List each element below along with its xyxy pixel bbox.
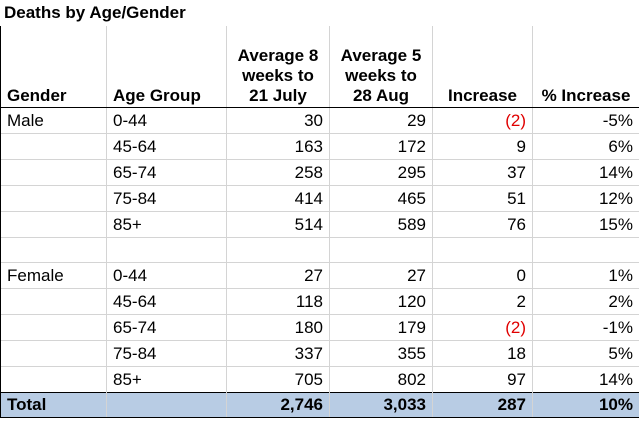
cell-average-8: 514 [226, 211, 330, 238]
cell-gender: Female [0, 262, 107, 289]
cell-age-group: 65-74 [106, 159, 227, 186]
cell-pct-increase: 2% [532, 288, 639, 315]
cell-average-8: 414 [226, 185, 330, 212]
total-row: Total 2,746 3,033 287 10% [0, 392, 639, 418]
cell-pct-increase: 5% [532, 340, 639, 367]
cell-average-8: 337 [226, 340, 330, 367]
header-pct-increase: % Increase [532, 26, 639, 108]
cell-average-5: 295 [329, 159, 433, 186]
cell-average-8: 27 [226, 262, 330, 289]
cell-average-8: 163 [226, 133, 330, 160]
cell-increase: (2) [432, 107, 533, 134]
header-average-5-weeks: Average 5 weeks to 28 Aug [329, 26, 433, 108]
cell-age-group: 45-64 [106, 288, 227, 315]
cell-age-group: 65-74 [106, 314, 227, 341]
cell-average-5: 355 [329, 340, 433, 367]
cell-increase: 97 [432, 366, 533, 393]
table-row: 75-84 337 355 18 5% [0, 340, 639, 367]
cell-average-8: 30 [226, 107, 330, 134]
total-average-5: 3,033 [329, 392, 433, 418]
table-title: Deaths by Age/Gender [4, 3, 186, 22]
cell-increase: 18 [432, 340, 533, 367]
header-average-5-line-3: 28 Aug [352, 86, 410, 105]
header-average-8-weeks: Average 8 weeks to 21 July [226, 26, 330, 108]
table-row: 65-74 258 295 37 14% [0, 159, 639, 186]
table-row: Male 0-44 30 29 (2) -5% [0, 107, 639, 134]
cell-pct-increase: 12% [532, 185, 639, 212]
cell-average-8: 118 [226, 288, 330, 315]
cell-pct-increase: -1% [532, 314, 639, 341]
cell-pct-increase: 6% [532, 133, 639, 160]
total-pct-increase: 10% [532, 392, 639, 418]
total-average-8: 2,746 [226, 392, 330, 418]
cell-gender [0, 133, 107, 160]
spacer-row [0, 237, 639, 263]
header-average-8-line-1: Average 8 [237, 46, 319, 65]
table-row: 85+ 705 802 97 14% [0, 366, 639, 393]
cell-pct-increase: -5% [532, 107, 639, 134]
cell-gender [0, 288, 107, 315]
cell-increase: 37 [432, 159, 533, 186]
cell-pct-increase: 15% [532, 211, 639, 238]
header-average-5-line-1: Average 5 [340, 46, 422, 65]
cell-average-5: 465 [329, 185, 433, 212]
cell-age-group: 0-44 [106, 262, 227, 289]
total-age-group [106, 392, 227, 418]
table-row: Female 0-44 27 27 0 1% [0, 262, 639, 289]
cell-age-group: 75-84 [106, 185, 227, 212]
cell-gender [0, 314, 107, 341]
header-average-8-line-2: weeks to [242, 66, 314, 85]
cell-pct-increase: 14% [532, 159, 639, 186]
header-average-5-line-2: weeks to [345, 66, 417, 85]
header-average-8-line-3: 21 July [249, 86, 307, 105]
deaths-table: Gender Age Group Average 8 weeks to 21 J… [0, 26, 639, 418]
cell-gender [0, 211, 107, 238]
cell-age-group: 85+ [106, 366, 227, 393]
cell-age-group: 0-44 [106, 107, 227, 134]
header-increase: Increase [432, 26, 533, 108]
cell-pct-increase: 14% [532, 366, 639, 393]
cell-age-group: 85+ [106, 211, 227, 238]
cell-gender [0, 340, 107, 367]
table-row: 45-64 118 120 2 2% [0, 288, 639, 315]
cell-average-8: 705 [226, 366, 330, 393]
cell-average-5: 802 [329, 366, 433, 393]
total-increase: 287 [432, 392, 533, 418]
cell-increase: 76 [432, 211, 533, 238]
cell-increase: 0 [432, 262, 533, 289]
cell-gender [0, 185, 107, 212]
cell-gender [0, 159, 107, 186]
cell-increase: 51 [432, 185, 533, 212]
cell-gender [0, 366, 107, 393]
cell-average-5: 120 [329, 288, 433, 315]
cell-average-5: 29 [329, 107, 433, 134]
cell-gender: Male [0, 107, 107, 134]
cell-age-group: 45-64 [106, 133, 227, 160]
cell-average-8: 180 [226, 314, 330, 341]
cell-increase: 9 [432, 133, 533, 160]
cell-average-5: 589 [329, 211, 433, 238]
cell-increase: 2 [432, 288, 533, 315]
cell-average-5: 172 [329, 133, 433, 160]
cell-average-8: 258 [226, 159, 330, 186]
header-row: Gender Age Group Average 8 weeks to 21 J… [0, 26, 639, 108]
table-row: 75-84 414 465 51 12% [0, 185, 639, 212]
total-label: Total [0, 392, 107, 418]
table-row: 45-64 163 172 9 6% [0, 133, 639, 160]
cell-pct-increase: 1% [532, 262, 639, 289]
cell-average-5: 27 [329, 262, 433, 289]
cell-increase: (2) [432, 314, 533, 341]
table-row: 85+ 514 589 76 15% [0, 211, 639, 238]
cell-average-5: 179 [329, 314, 433, 341]
table-row: 65-74 180 179 (2) -1% [0, 314, 639, 341]
cell-age-group: 75-84 [106, 340, 227, 367]
header-gender: Gender [0, 26, 107, 108]
header-age-group: Age Group [106, 26, 227, 108]
